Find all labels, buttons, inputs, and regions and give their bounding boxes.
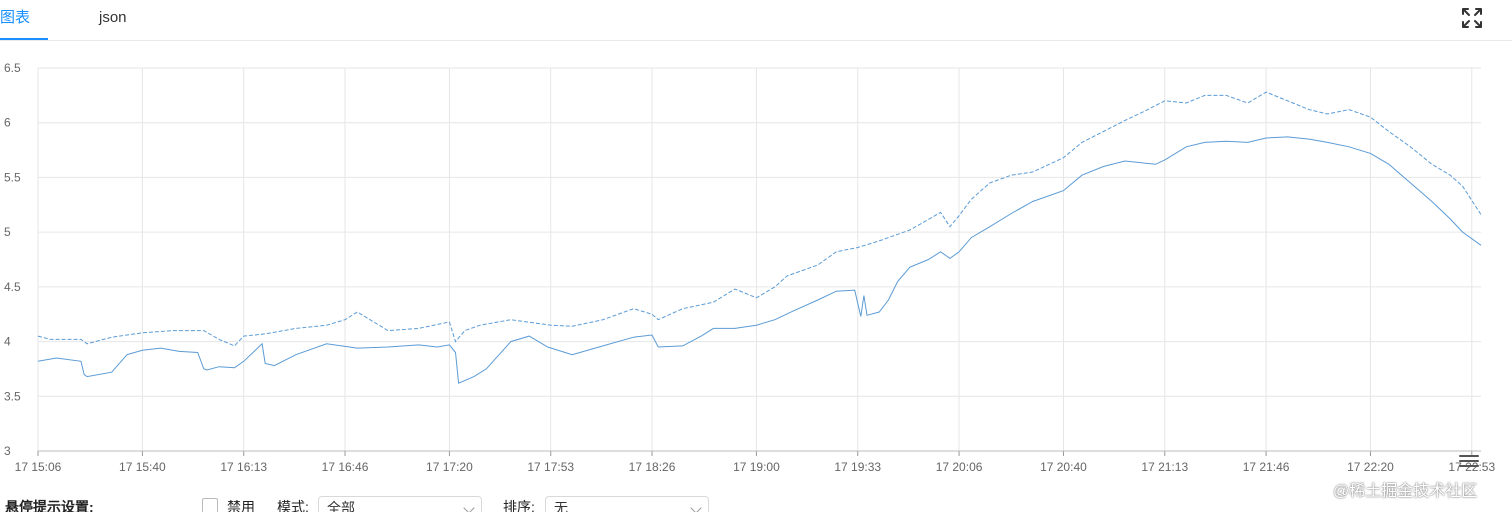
tab-json[interactable]: json: [99, 9, 127, 26]
y-tick-label: 4: [4, 335, 11, 349]
disable-label: 禁用: [227, 499, 255, 512]
x-tick-label: 17 20:06: [936, 460, 983, 474]
y-tick-label: 5.5: [4, 170, 21, 184]
line-chart[interactable]: 3 3.5 4 4.5 5 5.5 6 6.5 17 15:06 17 15:40 17 16:13…: [0, 41, 1512, 486]
x-tick-label: 17 22:20: [1347, 460, 1394, 474]
tab-chart[interactable]: 图表: [0, 0, 48, 40]
x-tick-label: 17 19:00: [733, 460, 780, 474]
x-tick-label: 17 15:06: [15, 460, 62, 474]
y-tick-label: 3.5: [4, 389, 21, 403]
x-tick-label: 17 19:33: [834, 460, 881, 474]
x-tick-label: 17 15:40: [119, 460, 166, 474]
sort-label: 排序:: [503, 499, 535, 512]
mode-select-value: 全部: [327, 500, 355, 512]
series-line-solid[interactable]: [37, 136, 1482, 384]
x-tick-label: 17 21:13: [1141, 460, 1188, 474]
x-tick-label: 17 17:53: [527, 460, 574, 474]
sort-select-value: 无: [554, 500, 568, 512]
hamburger-menu-icon[interactable]: [1459, 455, 1479, 471]
chart-area: 3 3.5 4 4.5 5 5.5 6 6.5 17 15:06 17 15:40 17 16:13…: [0, 41, 1512, 486]
tab-bar: 图表 json: [0, 0, 1512, 41]
chevron-down-icon: [463, 502, 475, 512]
tooltip-settings-label: 悬停提示设置:: [5, 499, 94, 512]
x-tick-label: 17 22:53: [1448, 460, 1495, 474]
y-tick-label: 4.5: [4, 280, 21, 294]
expand-arrows-icon[interactable]: [1460, 6, 1484, 30]
mode-select[interactable]: 全部: [318, 496, 482, 512]
y-tick-label: 5: [4, 225, 11, 239]
y-tick-label: 6.5: [4, 61, 21, 75]
disable-checkbox[interactable]: [202, 498, 218, 512]
x-tick-label: 17 16:46: [322, 460, 369, 474]
x-tick-label: 17 17:20: [426, 460, 473, 474]
mode-label: 模式:: [277, 499, 309, 512]
y-tick-label: 3: [4, 444, 11, 458]
sort-select[interactable]: 无: [545, 496, 709, 512]
x-tick-label: 17 21:46: [1243, 460, 1290, 474]
x-tick-label: 17 16:13: [220, 460, 267, 474]
x-tick-label: 17 18:26: [629, 460, 676, 474]
y-tick-label: 6: [4, 116, 11, 130]
chevron-down-icon: [690, 502, 702, 512]
series-line-dashed[interactable]: [37, 91, 1482, 347]
watermark: @稀土掘金技术社区: [1333, 483, 1478, 500]
x-tick-label: 17 20:40: [1040, 460, 1087, 474]
tooltip-settings-bar: 悬停提示设置: 禁用 模式: 全部 排序: 无: [0, 494, 1512, 512]
